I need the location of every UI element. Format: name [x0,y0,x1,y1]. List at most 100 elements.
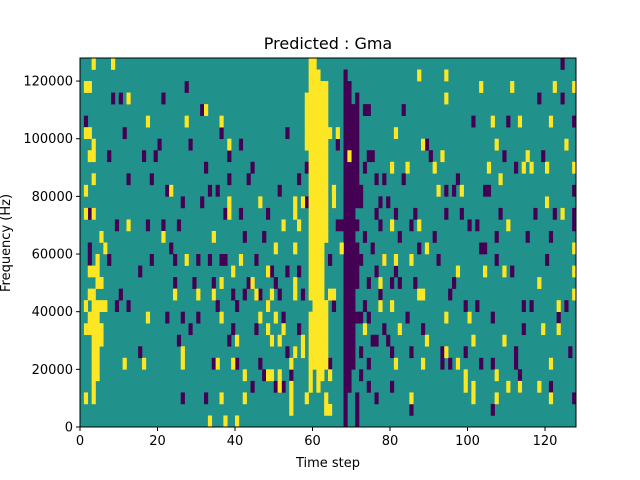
heatmap-cell-low [355,184,360,197]
heatmap-cell-low [417,242,422,255]
x-tick-label: 80 [382,434,399,449]
heatmap-cell-high [548,392,554,405]
heatmap-cell-high [273,311,278,324]
heatmap-cell-high [320,334,325,347]
heatmap-cell-high [277,380,282,393]
heatmap-cell-low [118,92,123,105]
heatmap-cell-high [308,219,313,232]
heatmap-cell-low [355,242,360,255]
heatmap-cell-high [91,369,96,382]
heatmap-cell-low [362,161,368,174]
heatmap-cell-high [219,311,224,324]
heatmap-cell-low [351,104,356,116]
heatmap-cell-low [413,277,418,289]
heatmap-cell-high [312,115,317,128]
heatmap-cell-low [242,230,247,243]
heatmap-cell-high [304,127,309,140]
heatmap-cell-low [475,219,480,232]
heatmap-cell-low [297,265,302,278]
heatmap-cell-low [564,300,569,312]
heatmap-cell-high [184,254,189,266]
heatmap-cell-low [405,311,410,324]
heatmap-cell-high [95,311,100,324]
heatmap-cell-high [525,150,530,163]
heatmap-cell-high [324,334,329,347]
heatmap-cell-high [320,115,325,128]
heatmap-cell-low [343,242,348,255]
heatmap-cell-high [169,184,174,197]
heatmap-cell-low [235,300,240,312]
heatmap-cell-low [343,230,348,243]
heatmap-cell-high [308,115,313,128]
heatmap-cell-low [355,150,360,163]
heatmap-cell-low [196,311,201,324]
heatmap-cell-high [517,115,523,128]
heatmap-cell-high [219,115,224,128]
heatmap-cell-low [277,184,282,197]
y-tick-label: 60000 [32,248,73,263]
heatmap-cell-high [126,92,131,105]
heatmap-cell-high [560,207,565,220]
heatmap-cell-high [537,277,542,289]
heatmap-cell-high [235,415,240,428]
heatmap-cell-high [328,369,333,382]
plot-frame [79,57,577,428]
heatmap-cell-low [343,184,348,197]
heatmap-cell-high [320,254,325,266]
heatmap-cell-high [91,323,96,336]
heatmap-cell-low [351,265,356,278]
heatmap-cell-high [99,300,104,312]
heatmap-cell-low [378,288,383,301]
heatmap-cell-low [355,92,360,105]
heatmap-cell-high [541,323,546,336]
heatmap-cell-low [111,92,116,105]
heatmap-cell-high [308,242,313,255]
heatmap-cell-high [300,334,306,347]
heatmap-cell-low [343,161,348,174]
heatmap-cell-high [99,323,104,336]
heatmap-cell-high [308,207,313,220]
heatmap-cell-high [99,334,104,347]
heatmap-cell-high [308,357,313,370]
heatmap-cell-high [266,300,271,312]
heatmap-cell-low [413,207,418,220]
heatmap-cell-high [320,288,325,301]
plot-area [79,57,577,428]
heatmap-cell-low [351,230,356,243]
heatmap-cell-high [316,311,321,324]
heatmap-cell-low [126,300,131,312]
heatmap-cell-high [548,357,554,370]
heatmap-cell-low [409,403,414,416]
heatmap-cell-high [308,173,313,186]
heatmap-cell-high [324,127,329,140]
x-tick-label: 60 [304,434,321,449]
heatmap-cell-high [432,161,437,174]
heatmap-cell-low [200,196,205,209]
heatmap-cell-high [316,219,321,232]
heatmap-cell-low [409,219,414,232]
heatmap-cell-low [444,184,449,197]
heatmap-cell-low [343,254,348,266]
heatmap-cell-low [533,207,538,220]
heatmap-cell-low [87,207,92,220]
heatmap-cell-low [401,173,406,186]
heatmap-cell-high [266,323,271,336]
heatmap-cell-high [417,288,422,301]
heatmap-cell-low [262,230,267,243]
x-tick-label: 20 [149,434,166,449]
heatmap-cell-low [126,173,131,186]
y-axis: 0 20000 40000 60000 80000 100000 120000 [23,75,80,436]
heatmap-cell-low [366,380,371,393]
heatmap-cell-high [223,415,228,428]
heatmap-cell-low [304,161,309,174]
heatmap-cell-high [95,277,100,289]
heatmap-cell-low [471,115,476,128]
heatmap-cell-low [552,207,557,220]
heatmap-cell-low [506,115,511,128]
heatmap-cell-high [281,323,286,336]
heatmap-cell-low [196,254,201,266]
heatmap-cell-high [471,392,476,405]
heatmap-cell-high [320,184,325,197]
heatmap-cell-low [114,300,120,312]
